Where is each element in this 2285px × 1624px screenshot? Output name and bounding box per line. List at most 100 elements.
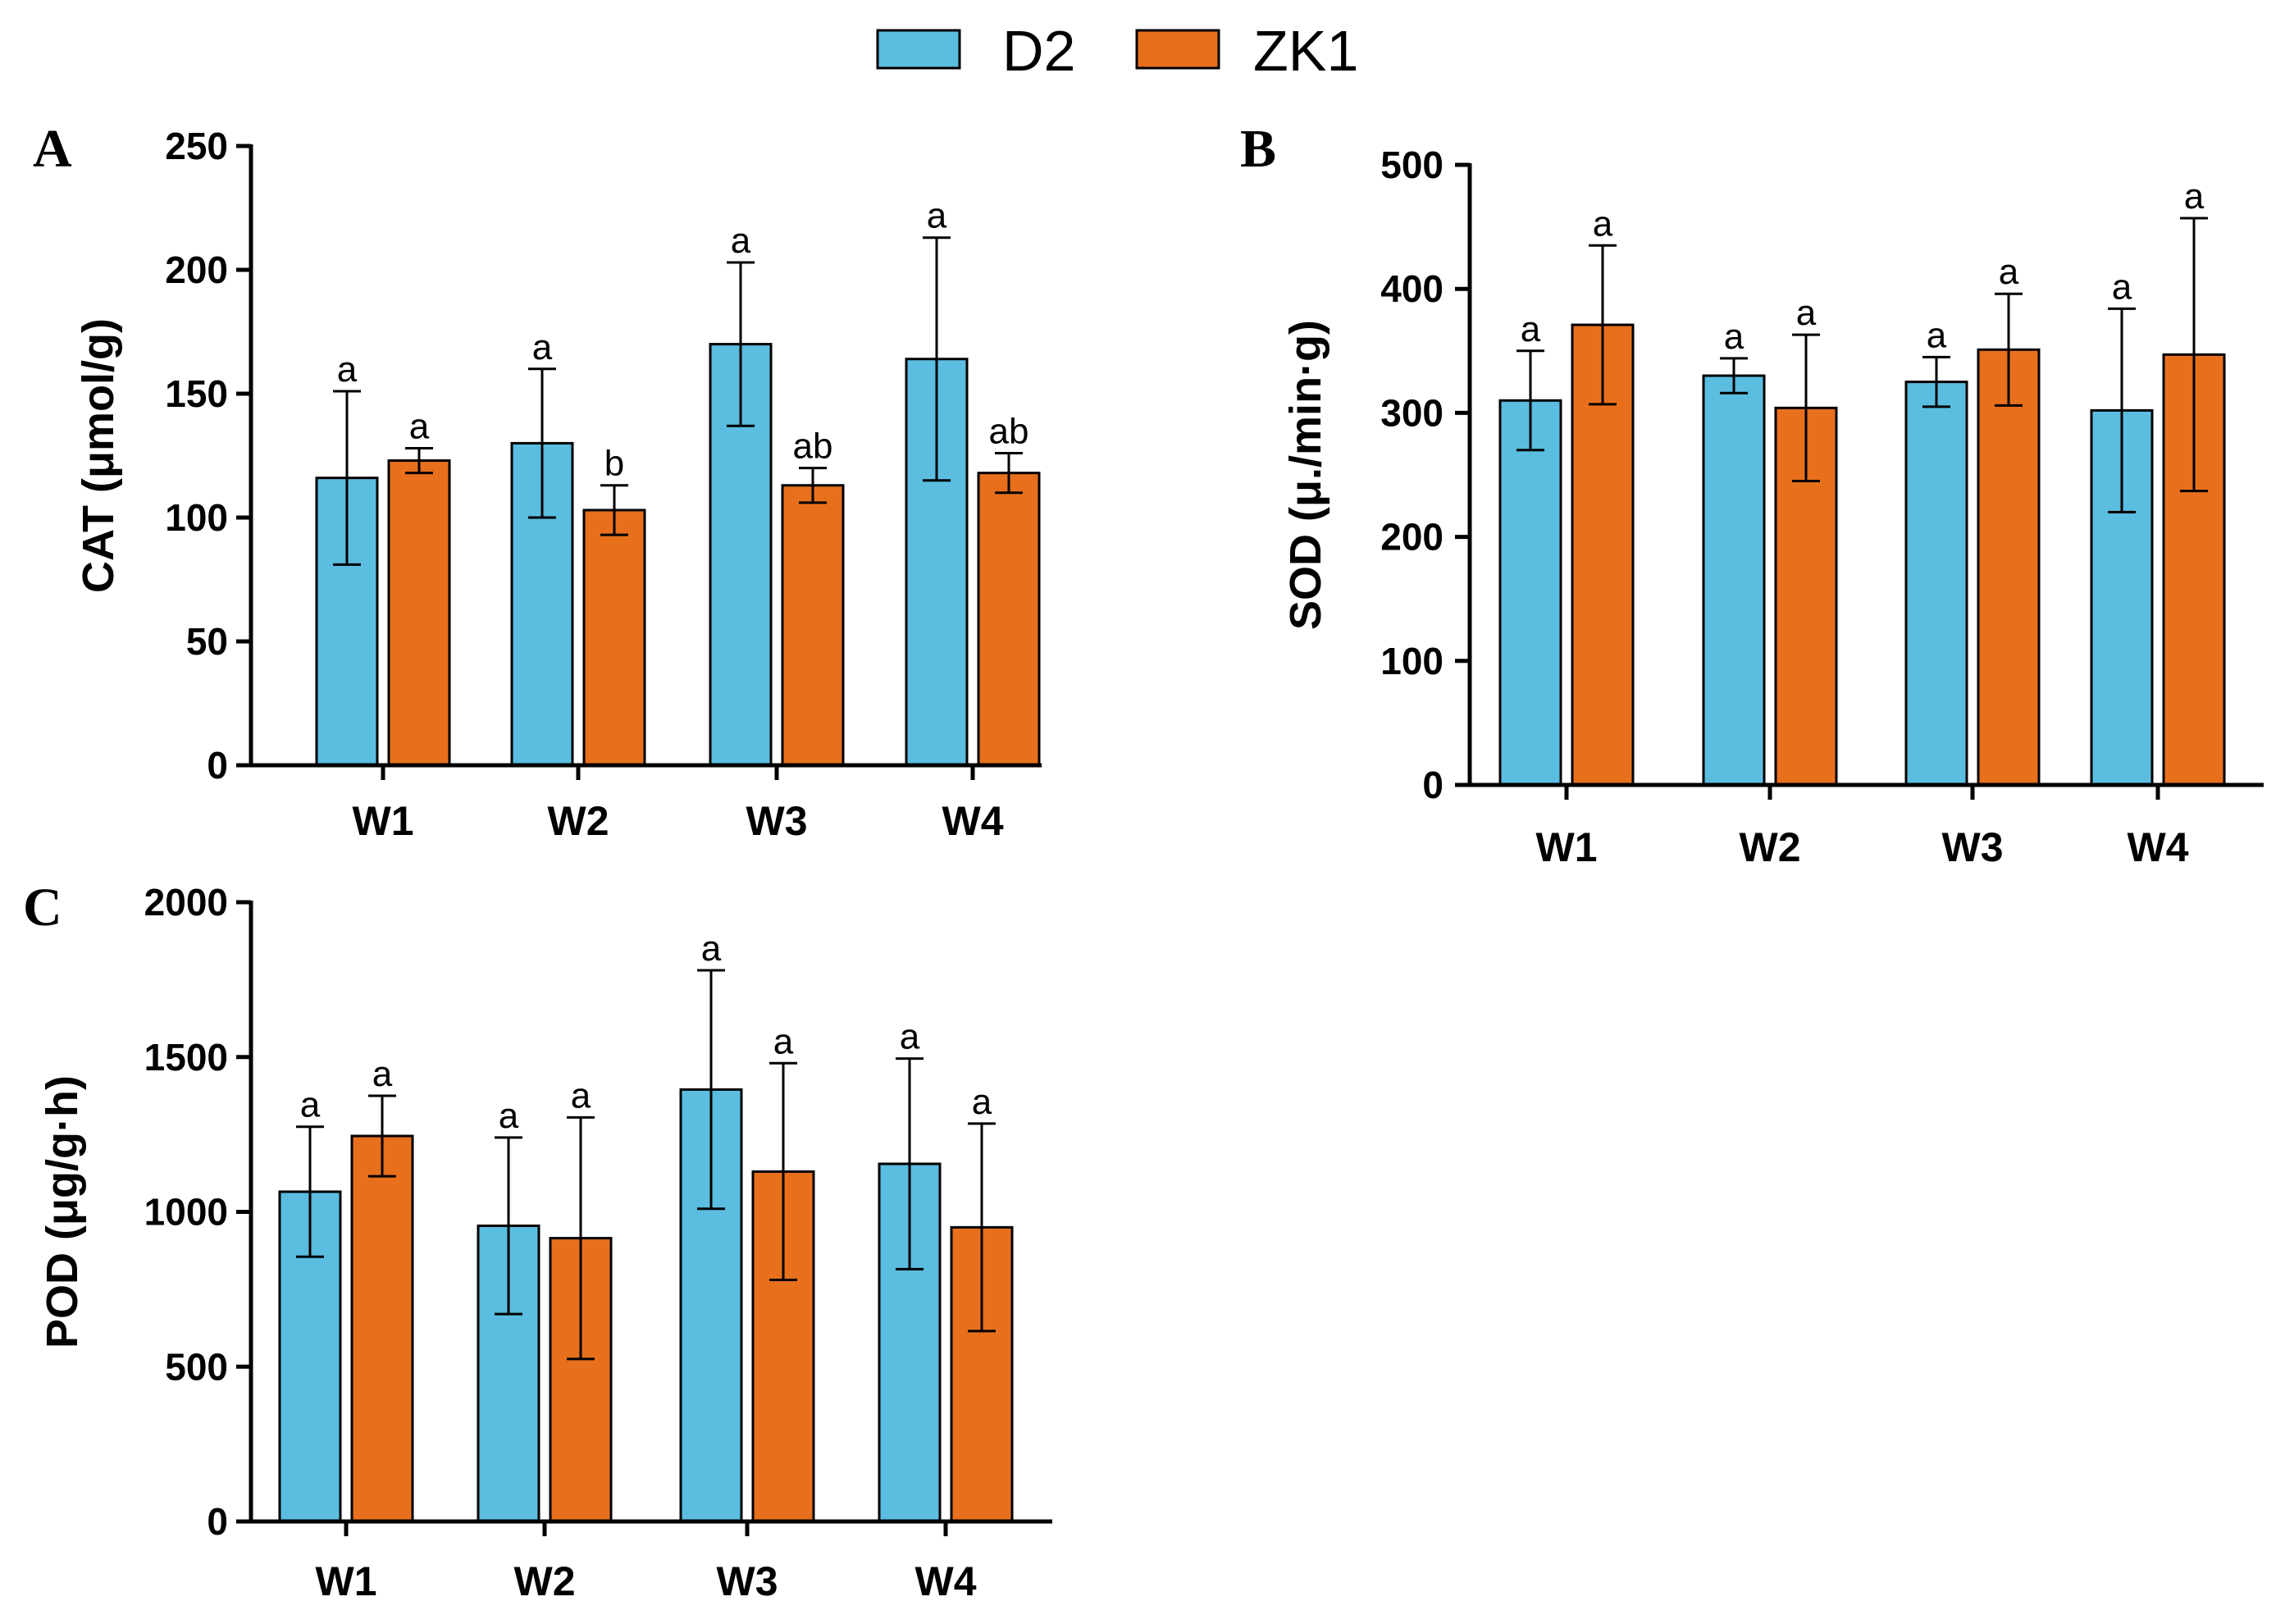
bar-b-zk1-w3 [1977,348,2041,787]
sig-label-a-zk1-w2: b [604,444,624,484]
sig-label-b-zk1-w2: a [1796,293,1817,333]
y-tick-label-c-1500: 1500 [144,1036,228,1079]
y-tick-label-b-300: 300 [1380,391,1444,434]
sig-label-c-zk1-w2: a [571,1075,591,1115]
y-tick-label-a-150: 150 [165,372,228,415]
x-tick-label-a-w3: W3 [746,798,808,844]
y-tick-label-a-250: 250 [165,125,228,167]
sig-label-b-d2-w3: a [1927,315,1947,355]
sig-label-c-d2-w3: a [701,928,722,969]
bar-b-d2-w2 [1702,374,1766,787]
x-tick-label-b-w1: W1 [1536,824,1598,870]
error-bar-c-zk1-w4 [968,1122,996,1333]
x-tick-label-b-w4: W4 [2128,824,2189,870]
bar-c-zk1-w1 [350,1134,414,1523]
error-bar-c-d2-w2 [495,1136,522,1316]
error-bar-b-d2-w3 [1922,355,1950,408]
y-axis-title-c: POD (μg/g·h) [38,1075,87,1348]
error-bar-c-zk1-w1 [368,1094,396,1178]
y-tick-label-c-1000: 1000 [144,1191,228,1234]
legend: D2 ZK1 [876,19,1358,83]
y-tick-label-c-0: 0 [207,1500,228,1543]
legend-label-zk1: ZK1 [1253,19,1358,83]
y-tick-label-b-500: 500 [1380,144,1444,186]
bar-b-d2-w1 [1498,399,1562,787]
x-tick-label-c-w3: W3 [717,1558,778,1604]
legend-label-d2: D2 [1002,19,1075,83]
error-bar-b-zk1-w3 [1995,292,2023,407]
sig-label-a-d2-w4: a [927,196,947,236]
sig-label-b-zk1-w4: a [2184,176,2205,217]
sig-label-b-d2-w4: a [2112,267,2132,307]
error-bar-a-zk1-w3 [799,467,827,504]
y-tick-label-a-0: 0 [207,744,228,787]
error-bar-a-d2-w1 [333,390,361,566]
panel-b-sod-chart: a a a a a a a a 0 100 200 300 400 500 W1 W2 W3 W4 SOD (μ./… [1281,144,2264,870]
error-bar-c-zk1-w2 [567,1115,595,1361]
error-bar-a-d2-w3 [727,261,755,427]
panel-letter-b: B [1240,119,1276,179]
y-tick-label-c-2000: 2000 [144,881,228,924]
sig-label-b-zk1-w1: a [1593,203,1613,244]
sig-label-c-zk1-w3: a [773,1021,794,1061]
sig-label-b-d2-w1: a [1521,309,1541,349]
sig-label-c-d2-w2: a [499,1096,519,1136]
sig-label-a-d2-w3: a [731,221,751,261]
error-bar-b-zk1-w1 [1589,244,1617,406]
error-bar-b-d2-w2 [1720,357,1748,395]
x-tick-label-b-w3: W3 [1942,824,2004,870]
bar-a-zk1-w2 [582,509,646,767]
error-bar-c-d2-w4 [896,1057,924,1270]
y-axis-title-a: CAT (μmol/g) [74,318,123,593]
bar-a-zk1-w1 [387,459,451,767]
sig-label-a-zk1-w4: ab [989,411,1029,451]
sig-label-c-d2-w4: a [900,1017,920,1057]
error-bar-c-d2-w3 [697,969,725,1211]
x-tick-label-c-w4: W4 [915,1558,977,1604]
y-tick-label-b-200: 200 [1380,516,1444,559]
error-bar-c-d2-w1 [296,1125,324,1258]
error-bar-a-zk1-w1 [405,446,433,475]
sig-label-a-d2-w1: a [337,349,358,390]
legend-swatch-d2 [876,29,961,70]
error-bar-b-d2-w1 [1516,349,1544,452]
error-bar-a-zk1-w2 [600,484,628,536]
x-tick-label-c-w2: W2 [514,1558,576,1604]
bar-c-zk1-w3 [751,1170,815,1523]
y-axis-title-b: SOD (μ./min·g) [1281,320,1330,630]
error-bar-b-d2-w4 [2108,307,2136,513]
bar-b-d2-w3 [1904,381,1968,787]
panel-letter-a: A [33,119,72,179]
sig-label-b-zk1-w3: a [1999,252,2019,292]
panel-letter-c: C [23,878,62,937]
x-tick-label-a-w2: W2 [548,798,609,844]
x-tick-label-a-w1: W1 [353,798,414,844]
y-tick-label-a-100: 100 [165,496,228,539]
error-bar-b-zk1-w4 [2180,217,2208,493]
y-tick-label-b-0: 0 [1422,764,1444,806]
error-bar-b-zk1-w2 [1792,333,1820,483]
error-bar-a-d2-w4 [923,236,951,482]
panel-c-pod-chart: a a a a a a a a 0 500 1000 1500 2000 W1 W2 W3 W4 POD (μg/… [38,881,1052,1604]
error-bar-c-zk1-w3 [769,1061,797,1282]
sig-label-a-zk1-w3: ab [793,427,833,467]
y-tick-label-b-100: 100 [1380,640,1444,682]
y-tick-label-c-500: 500 [165,1345,228,1388]
x-tick-label-a-w4: W4 [942,798,1004,844]
bar-a-zk1-w3 [781,484,845,767]
sig-label-a-zk1-w1: a [409,406,430,446]
y-tick-label-b-400: 400 [1380,267,1444,310]
sig-label-c-zk1-w4: a [972,1082,992,1122]
x-tick-label-c-w1: W1 [316,1558,377,1604]
sig-label-b-d2-w2: a [1724,317,1745,357]
y-tick-label-a-50: 50 [186,620,228,663]
error-bar-a-d2-w2 [528,367,556,519]
error-bar-a-zk1-w4 [995,451,1023,495]
x-tick-label-b-w2: W2 [1740,824,1801,870]
bar-a-zk1-w4 [977,472,1041,767]
sig-label-a-d2-w2: a [532,327,553,367]
sig-label-c-d2-w1: a [300,1085,321,1125]
legend-swatch-zk1 [1135,29,1220,70]
